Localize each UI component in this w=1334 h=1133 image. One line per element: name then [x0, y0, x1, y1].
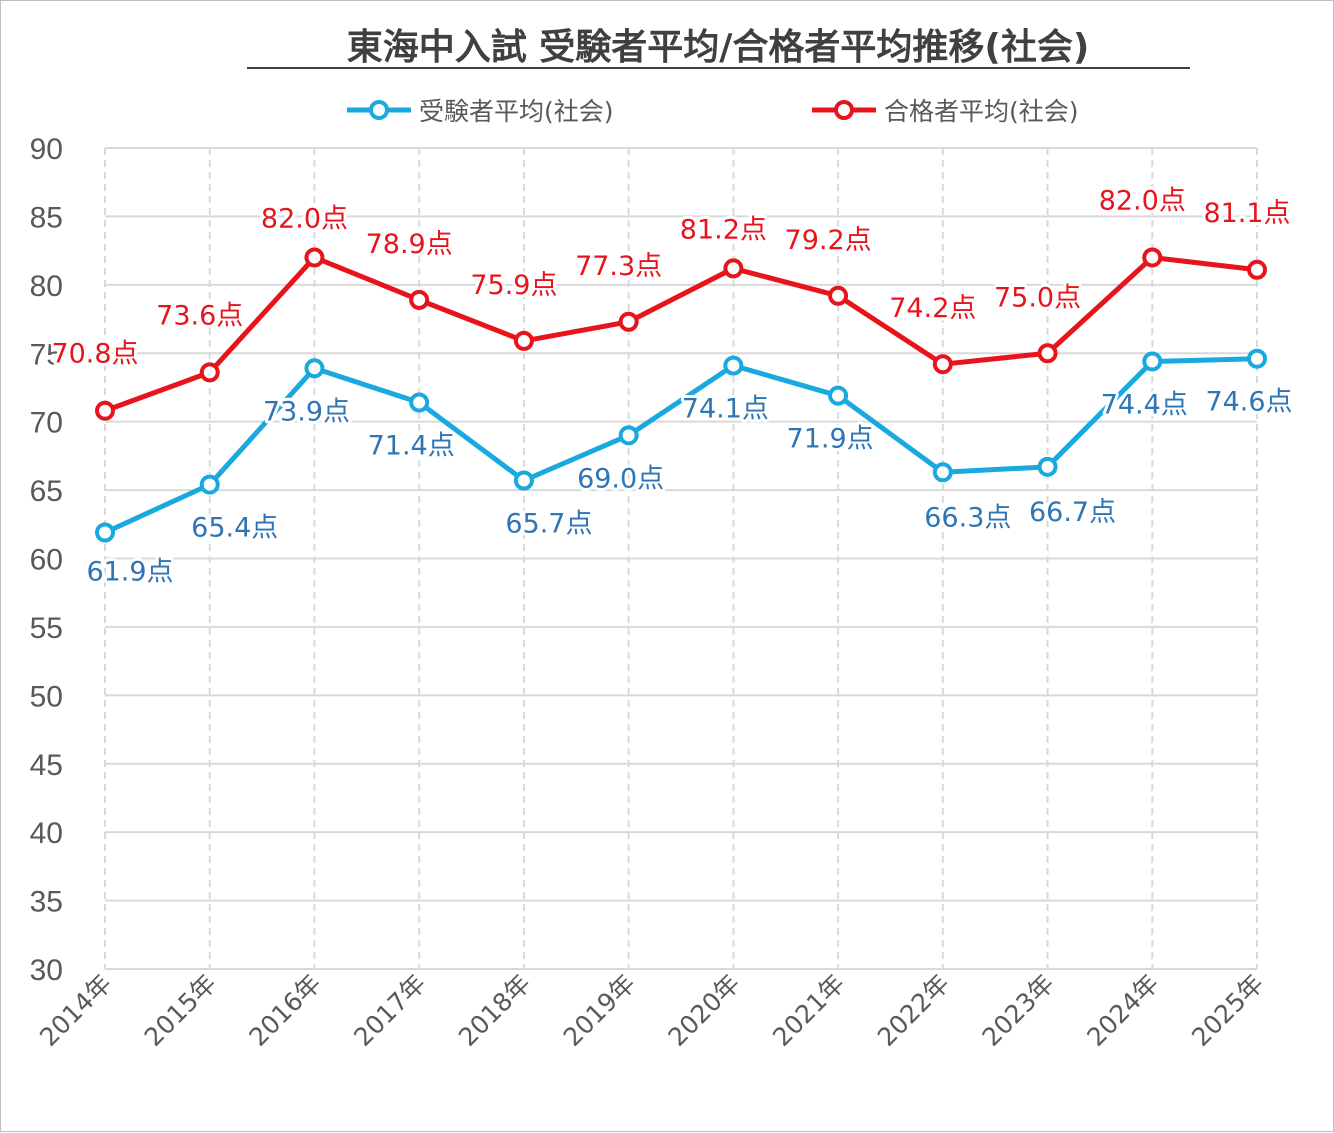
data-point-examinees	[199, 474, 220, 495]
data-point-passers	[1037, 343, 1058, 364]
series-line-examinees	[103, 356, 1258, 535]
y-tick-label: 75	[30, 338, 63, 371]
data-label-examinees: 71.4点	[368, 431, 455, 462]
data-point-examinees	[304, 358, 325, 379]
data-point-examinees	[723, 355, 744, 376]
data-label-layer: 61.9点 65.4点 73.9点 71.4点 65.7点 69.0点 74.1点 71.9点…	[48, 182, 1295, 590]
data-label-examinees: 66.3点	[924, 502, 1011, 533]
x-tick-label: 2018年	[453, 969, 536, 1052]
data-point-examinees	[1142, 351, 1163, 372]
data-label-examinees: 69.0点	[577, 463, 664, 494]
y-tick-label: 35	[30, 886, 63, 919]
data-label-examinees: 73.9点	[263, 396, 350, 427]
data-point-passers	[513, 330, 534, 351]
data-point-passers	[932, 354, 953, 375]
legend-label-examinees: 受験者平均(社会)	[419, 97, 614, 126]
data-point-passers	[95, 400, 115, 421]
data-point-examinees	[409, 392, 430, 413]
x-tick-label: 2020年	[662, 969, 745, 1052]
data-label-passers: 82.0点	[261, 203, 348, 234]
x-tick-label: 2024年	[1081, 969, 1164, 1052]
data-point-examinees	[513, 470, 534, 491]
data-point-passers	[828, 285, 849, 306]
y-tick-label: 70	[30, 407, 63, 440]
data-label-examinees: 65.7点	[505, 509, 592, 540]
x-tick-label: 2025年	[1186, 969, 1269, 1052]
x-tick-label: 2023年	[977, 969, 1060, 1052]
grid	[104, 147, 1258, 970]
data-label-passers: 75.9点	[470, 270, 557, 301]
y-tick-label: 50	[30, 680, 63, 713]
data-point-examinees	[828, 385, 849, 406]
y-tick-label: 90	[30, 133, 63, 166]
x-tick-label: 2015年	[139, 969, 222, 1052]
data-label-examinees: 65.4点	[191, 513, 278, 544]
x-tick-label: 2021年	[767, 969, 850, 1052]
series-layer	[95, 247, 1267, 543]
data-point-examinees	[1037, 456, 1058, 477]
data-point-passers	[618, 311, 639, 332]
y-tick-label: 30	[30, 954, 63, 987]
legend-swatch-marker-passers	[834, 100, 854, 120]
data-label-examinees: 71.9点	[787, 424, 874, 455]
data-point-examinees	[95, 522, 115, 543]
data-label-passers: 74.2点	[889, 293, 976, 324]
legend-item-examinees: 受験者平均(社会)	[347, 97, 614, 126]
x-tick-label: 2016年	[244, 969, 327, 1052]
x-tick-label: 2019年	[558, 969, 641, 1052]
y-tick-label: 65	[30, 475, 63, 508]
data-label-passers: 81.1点	[1203, 198, 1290, 229]
data-label-passers: 73.6点	[156, 300, 243, 331]
x-tick-label: 2022年	[872, 969, 955, 1052]
legend: 受験者平均(社会) 合格者平均(社会)	[347, 97, 1079, 126]
data-label-examinees: 74.6点	[1205, 387, 1292, 418]
data-label-passers: 75.0点	[994, 282, 1081, 313]
data-label-examinees: 74.1点	[682, 394, 769, 425]
data-point-examinees	[1247, 348, 1267, 369]
data-label-passers: 78.9点	[366, 229, 453, 260]
y-tick-label: 85	[30, 201, 63, 234]
data-label-passers: 81.2点	[680, 214, 767, 245]
y-tick-label: 55	[30, 612, 63, 645]
data-label-examinees: 61.9点	[86, 557, 173, 588]
y-tick-label: 40	[30, 817, 63, 850]
x-tick-label: 2017年	[348, 969, 431, 1052]
data-label-passers: 77.3点	[575, 251, 662, 282]
legend-swatch-marker-examinees	[369, 100, 389, 120]
chart-title: 東海中入試 受験者平均/合格者平均推移(社会)	[347, 27, 1090, 68]
data-point-passers	[199, 362, 220, 383]
series-line-passers	[104, 254, 1258, 414]
data-label-passers: 79.2点	[785, 225, 872, 256]
x-axis: 2014年 2015年 2016年 2017年 2018年 2019年 2020年 2021年…	[34, 969, 1269, 1052]
data-point-examinees	[932, 462, 953, 483]
data-label-passers: 82.0点	[1099, 185, 1186, 216]
y-tick-label: 80	[30, 270, 63, 303]
y-axis: 30 35 40 45 50 55 60 65 70 75 80 85 90	[30, 133, 63, 987]
data-label-passers: 70.8点	[51, 339, 138, 370]
legend-item-passers: 合格者平均(社会)	[812, 97, 1079, 126]
data-point-passers	[723, 258, 744, 279]
data-label-examinees: 66.7点	[1029, 497, 1116, 528]
data-point-passers	[304, 247, 325, 268]
legend-label-passers: 合格者平均(社会)	[884, 97, 1079, 126]
data-label-examinees: 74.4点	[1101, 389, 1188, 420]
data-point-passers	[1142, 247, 1163, 268]
data-point-passers	[1247, 259, 1267, 280]
data-point-passers	[409, 289, 430, 310]
data-point-examinees	[618, 425, 639, 446]
y-tick-label: 45	[30, 749, 63, 782]
y-tick-label: 60	[30, 544, 63, 577]
